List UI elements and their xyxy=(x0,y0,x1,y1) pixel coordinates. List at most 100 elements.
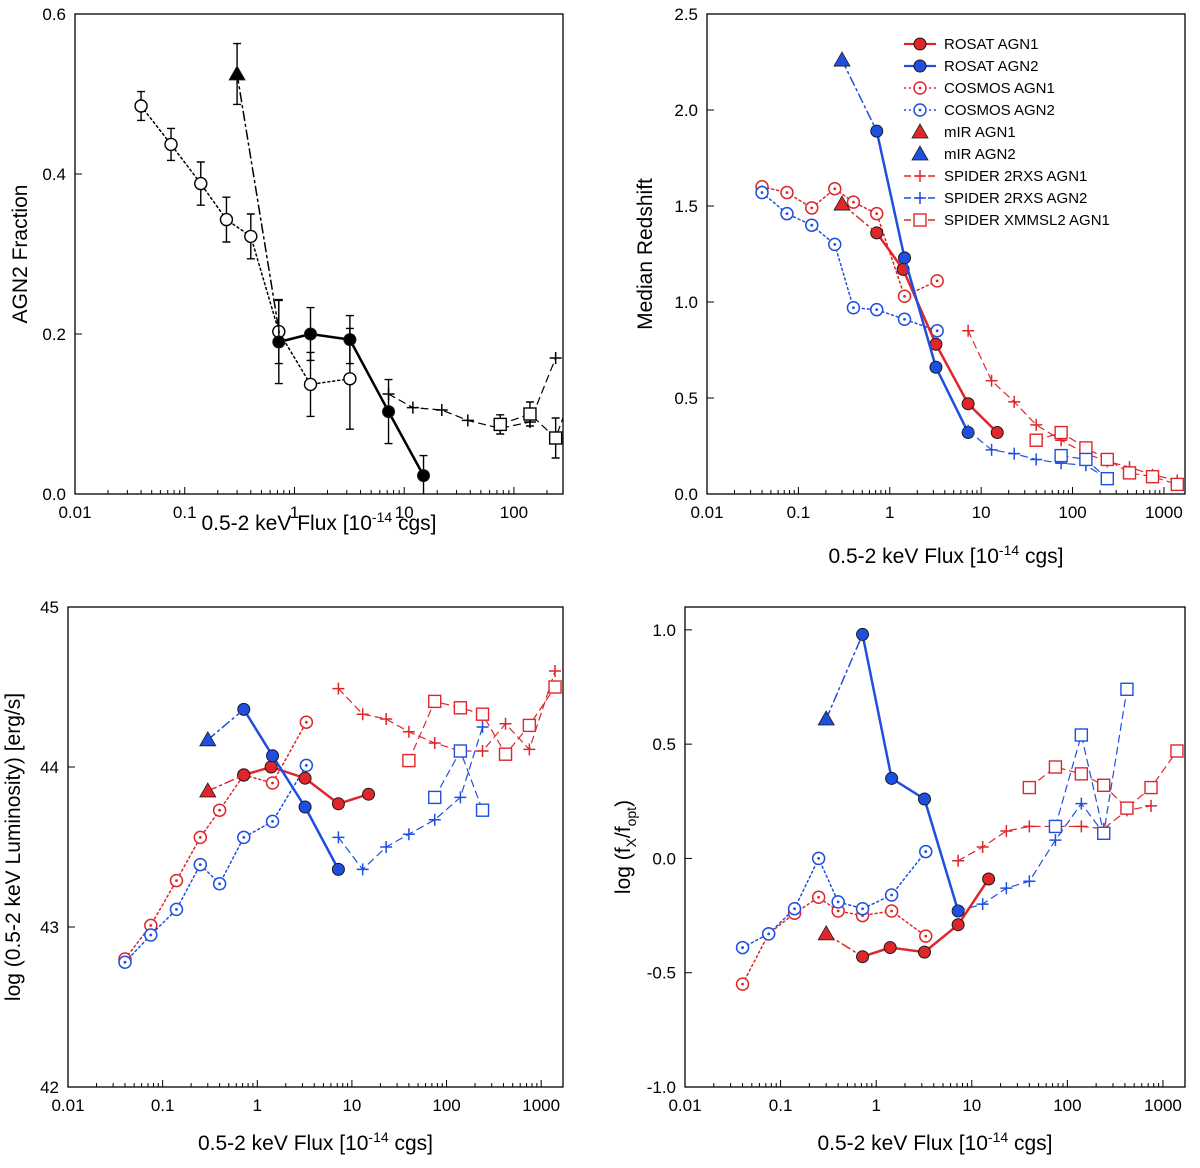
y-tick-label: 2.5 xyxy=(674,5,698,24)
data-point xyxy=(428,790,442,805)
series-mir-agn2 xyxy=(833,51,878,132)
series-spider-xmmsl2-agn2 xyxy=(428,744,490,817)
legend-label: ROSAT AGN1 xyxy=(944,36,1038,53)
data-point-dot xyxy=(836,909,840,913)
x-tick-label: 1 xyxy=(253,1096,262,1115)
series-line xyxy=(277,332,425,477)
data-point xyxy=(343,372,357,386)
data-point xyxy=(976,841,989,853)
data-point-dot xyxy=(175,908,178,911)
data-point-dot xyxy=(785,191,789,194)
data-point xyxy=(735,940,750,955)
legend-item: mIR AGN2 xyxy=(911,145,1016,163)
series-spider-2rxs-agn1 xyxy=(962,324,1184,487)
data-point xyxy=(1122,466,1137,480)
plot-frame xyxy=(684,606,1186,1088)
data-point-dot xyxy=(935,329,939,333)
data-point xyxy=(1074,767,1089,781)
data-point-dot xyxy=(175,879,178,882)
data-point xyxy=(1079,452,1093,467)
y-axis-title-sub: X xyxy=(623,837,639,847)
data-point xyxy=(228,65,246,81)
series-line xyxy=(140,105,351,386)
series-cosmos-agn2 xyxy=(755,185,944,338)
y-tick-label: -1.0 xyxy=(647,1078,676,1097)
data-point xyxy=(406,401,419,414)
data-point xyxy=(811,890,826,905)
x-tick-label: 0.01 xyxy=(51,1096,84,1115)
series-line xyxy=(1054,688,1128,834)
data-point xyxy=(382,388,395,400)
y-tick-label: 0.0 xyxy=(674,485,698,504)
y-tick-label: 1.0 xyxy=(674,293,698,312)
x-tick-label: 1000 xyxy=(1144,1096,1182,1115)
y-axis-title: log (fX/fopt) xyxy=(612,800,639,894)
data-point-dot xyxy=(924,934,928,938)
legend-label: COSMOS AGN1 xyxy=(944,80,1055,97)
data-point xyxy=(356,708,369,721)
x-axis-title-text: cgs] xyxy=(1019,545,1063,568)
data-point xyxy=(164,137,178,152)
data-point xyxy=(1022,780,1037,795)
data-point xyxy=(985,443,998,456)
data-point xyxy=(265,814,280,829)
legend-marker xyxy=(913,59,927,73)
series-spider-xmmsl2-agn1 xyxy=(402,680,562,768)
y-axis-title-sub: opt xyxy=(623,807,639,827)
data-point xyxy=(990,426,1004,440)
data-point xyxy=(402,828,415,841)
panel-agn2-fraction: 0.01 0.1 1 10 100 0.0 0.2 0.4 0.6 0.5-2 keV Flux … xyxy=(9,5,564,535)
series-spider-xmmsl2-agn2 xyxy=(1048,682,1134,840)
data-point-dot xyxy=(218,808,222,812)
data-point xyxy=(272,335,286,349)
x-tick-label: 100 xyxy=(1053,1096,1081,1115)
y-axis-title: Median Redshift xyxy=(634,178,657,330)
legend-label: COSMOS AGN2 xyxy=(944,102,1055,119)
data-point xyxy=(402,753,416,768)
panel-luminosity: 0.01 0.1 1 10 100 1000 42 43 44 45 0.5-2 keV Flux … xyxy=(2,598,564,1155)
x-axis-title-sup: -14 xyxy=(999,542,1019,558)
data-point-dot xyxy=(785,212,789,216)
series-line xyxy=(825,633,864,720)
legend-marker xyxy=(913,81,927,95)
data-point xyxy=(828,237,842,252)
legend-marker xyxy=(913,37,927,51)
x-tick-label: 1 xyxy=(290,503,299,522)
data-point xyxy=(475,707,490,721)
data-point xyxy=(402,725,415,738)
data-point-dot xyxy=(935,279,939,283)
data-point-dot xyxy=(836,900,840,904)
data-point xyxy=(548,680,562,694)
data-point xyxy=(219,212,234,227)
data-point xyxy=(548,431,563,445)
x-tick-label: 10 xyxy=(395,503,414,522)
data-point xyxy=(417,469,431,483)
data-point xyxy=(461,414,474,427)
data-point xyxy=(1120,682,1134,696)
series-line xyxy=(242,708,340,871)
data-point xyxy=(856,627,870,641)
data-point xyxy=(919,844,933,859)
data-point-dot xyxy=(149,933,153,937)
data-point xyxy=(833,51,851,67)
data-point xyxy=(1023,875,1036,888)
data-point-dot xyxy=(890,893,894,897)
data-point xyxy=(755,185,769,200)
data-point xyxy=(869,302,884,317)
panel-fx-fopt: 0.01 0.1 1 10 100 1000 -1.0 -0.5 0.0 0.5 1.0 0.5-2 … xyxy=(612,606,1186,1155)
plot-frame xyxy=(74,13,564,495)
legend-label: mIR AGN1 xyxy=(944,124,1016,141)
series-rosat-agn2 xyxy=(856,627,965,918)
series-rosat-agn1 xyxy=(237,760,376,811)
data-point xyxy=(144,928,158,942)
data-point xyxy=(304,327,318,341)
data-point xyxy=(804,218,819,232)
data-point xyxy=(951,918,965,932)
x-tick-label: 0.1 xyxy=(151,1096,175,1115)
data-point xyxy=(1008,447,1021,460)
x-axis-title-sup: -14 xyxy=(368,1129,388,1145)
y-tick-label: 0.5 xyxy=(674,389,698,408)
x-axis-title-text: 0.5-2 keV Flux [10 xyxy=(828,545,998,568)
data-point xyxy=(193,830,208,845)
data-point-dot xyxy=(271,820,274,823)
